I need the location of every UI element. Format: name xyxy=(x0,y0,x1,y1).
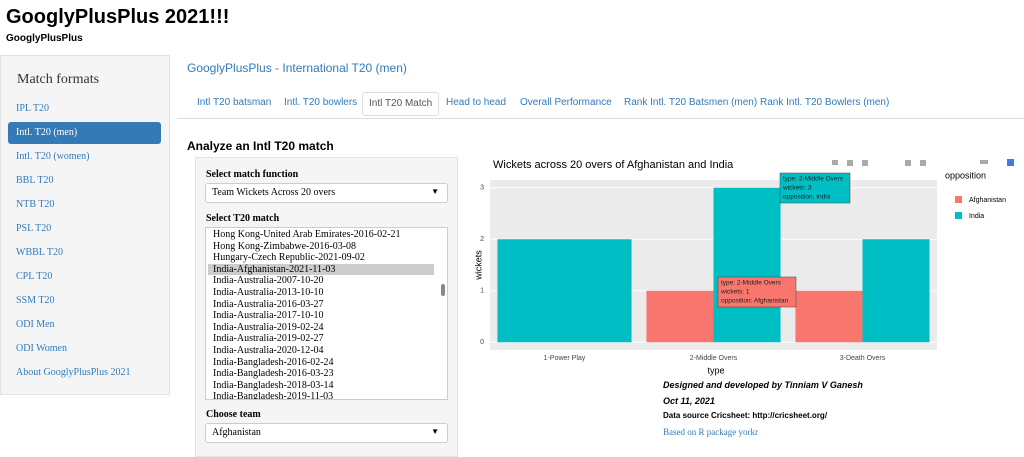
select-value: Team Wickets Across 20 overs xyxy=(212,187,336,198)
bar xyxy=(713,187,781,343)
list-option[interactable]: Hong Kong-Zimbabwe-2016-03-08 xyxy=(213,240,357,252)
sidebar-item[interactable]: IPL T20 xyxy=(16,103,50,114)
bar xyxy=(646,290,714,343)
section-title: Analyze an Intl T20 match xyxy=(187,139,334,153)
tab[interactable]: Rank Intl. T20 Bowlers (men) xyxy=(760,97,890,108)
label: Choose team xyxy=(206,409,261,420)
sidebar-item[interactable]: Intl. T20 (men) xyxy=(8,122,161,144)
sidebar-item[interactable]: ODI Men xyxy=(16,319,55,330)
x-tick-label: 2-Middle Overs xyxy=(690,355,738,362)
legend-swatch xyxy=(955,196,962,203)
app-title: GooglyPlusPlus 2021!!! xyxy=(6,6,230,28)
sidebar-item[interactable]: About GooglyPlusPlus 2021 xyxy=(16,367,131,378)
legend-label: India xyxy=(969,213,984,220)
list-option[interactable]: India-Australia-2007-10-20 xyxy=(213,275,324,287)
x-tick-label: 1-Power Play xyxy=(544,355,586,362)
legend-label: Afghanistan xyxy=(969,197,1006,204)
sidebar-item[interactable]: NTB T20 xyxy=(16,199,55,210)
form-panel: Select match function Team Wickets Acros… xyxy=(195,157,458,457)
list-option[interactable]: Hong Kong-United Arab Emirates-2016-02-2… xyxy=(213,229,401,240)
footer-date: Oct 11, 2021 xyxy=(663,396,715,406)
tab[interactable]: Intl T20 Match xyxy=(362,92,440,116)
tab[interactable]: Rank Intl. T20 Batsmen (men) xyxy=(624,97,758,108)
tab[interactable]: Overall Performance xyxy=(520,97,612,108)
sidebar-item[interactable]: SSM T20 xyxy=(16,295,55,306)
bar xyxy=(795,290,863,343)
sidebar-item[interactable]: ODI Women xyxy=(16,343,67,354)
list-option[interactable]: India-Bangladesh-2016-03-23 xyxy=(213,368,334,380)
list-option[interactable]: India-Bangladesh-2018-03-14 xyxy=(213,379,334,391)
sidebar-item[interactable]: BBL T20 xyxy=(16,175,54,186)
y-tick-label: 1 xyxy=(480,288,484,295)
tab[interactable]: Head to head xyxy=(446,97,507,108)
list-option[interactable]: Hungary-Czech Republic-2021-09-02 xyxy=(213,252,365,264)
list-option[interactable]: India-Australia-2020-12-04 xyxy=(213,345,324,356)
tab[interactable]: Intl. T20 bowlers xyxy=(284,97,358,108)
hover-label-text: opposition: Afghanistan xyxy=(721,298,789,305)
list-option[interactable]: India-Australia-2017-10-10 xyxy=(213,310,324,322)
list-option[interactable]: India-Australia-2019-02-27 xyxy=(213,333,324,345)
listbox[interactable]: Hong Kong-United Arab Emirates-2016-02-2… xyxy=(205,227,448,400)
hover-label-box xyxy=(717,276,797,308)
select[interactable]: Team Wickets Across 20 overs ▼ xyxy=(205,183,448,203)
select-value: Afghanistan xyxy=(212,427,261,438)
label: Select T20 match xyxy=(206,213,280,224)
modebar xyxy=(832,159,1014,166)
sidebar: Match formats IPL T20 Intl. T20 (men) Intl… xyxy=(0,55,170,395)
legend-title: opposition xyxy=(945,170,986,180)
legend-swatch xyxy=(955,212,962,219)
list-option[interactable]: India-Afghanistan-2021-11-03 xyxy=(208,263,434,276)
sidebar-heading: Match formats xyxy=(17,72,100,87)
sidebar-item[interactable]: CPL T20 xyxy=(16,271,53,282)
footer-source: Data source Cricsheet: http://cricsheet.… xyxy=(663,411,828,420)
list-option[interactable]: India-Australia-2013-10-10 xyxy=(213,287,324,298)
bar xyxy=(497,239,632,343)
hover-label-text: wickets: 1 xyxy=(720,289,750,296)
y-tick-label: 3 xyxy=(480,185,484,192)
footer-credit: Designed and developed by Tinniam V Gane… xyxy=(663,380,863,390)
label: Select match function xyxy=(206,169,299,180)
hover-label-text: opposition: India xyxy=(783,194,831,201)
tab-divider xyxy=(177,118,1024,119)
y-tick-label: 0 xyxy=(480,339,484,346)
list-option[interactable]: India-Australia-2016-03-27 xyxy=(213,298,324,310)
x-tick-label: 3-Death Overs xyxy=(840,355,886,362)
y-axis-label: wickets xyxy=(473,250,483,281)
y-tick-label: 2 xyxy=(480,236,484,243)
list-option[interactable]: India-Australia-2019-02-24 xyxy=(213,321,324,333)
x-axis-label: type xyxy=(707,365,724,375)
list-option[interactable]: India-Bangladesh-2016-02-24 xyxy=(213,356,334,368)
chart-title: Wickets across 20 overs of Afghanistan a… xyxy=(493,159,734,171)
chart: Wickets across 20 overs of Afghanistan a… xyxy=(473,159,1014,375)
hover-label-text: wickets: 3 xyxy=(782,185,812,192)
footer-link[interactable]: Based on R package yorkr xyxy=(663,427,758,437)
hover-label-box xyxy=(779,172,851,204)
hover-label-text: type: 2-Middle Overs xyxy=(721,280,782,287)
list-option[interactable]: India-Bangladesh-2019-11-03 xyxy=(213,391,334,400)
hover-label-text: type: 2-Middle Overs xyxy=(783,176,844,183)
bar xyxy=(862,239,930,343)
sidebar-item[interactable]: PSL T20 xyxy=(16,223,52,234)
scrollbar xyxy=(441,284,445,296)
header-title: GooglyPlusPlus - International T20 (men) xyxy=(187,61,407,75)
sidebar-item[interactable]: Intl. T20 (women) xyxy=(16,151,90,162)
tab[interactable]: Intl T20 batsman xyxy=(197,97,272,108)
select[interactable]: Afghanistan ▼ xyxy=(205,423,448,443)
sidebar-item[interactable]: WBBL T20 xyxy=(16,247,63,258)
app-subtitle: GooglyPlusPlus xyxy=(6,33,83,44)
